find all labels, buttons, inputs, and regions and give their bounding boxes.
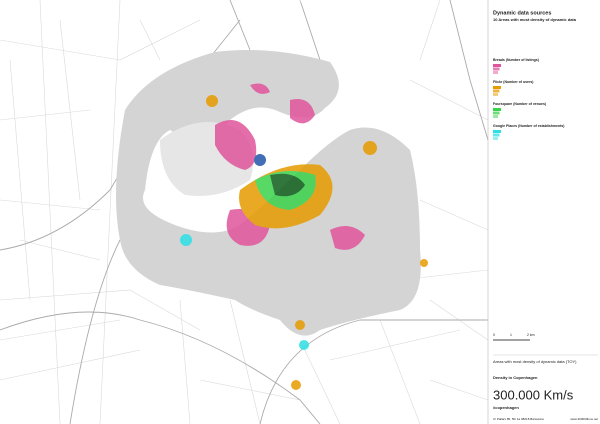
brand: 300.000 Km/s	[493, 387, 574, 402]
title: Dynamic data sources	[493, 10, 551, 16]
legend-swatch	[493, 108, 501, 111]
blob	[295, 320, 305, 330]
blob	[180, 234, 192, 246]
streets	[0, 0, 489, 424]
scale-label: 1	[510, 333, 512, 337]
blob	[250, 83, 270, 94]
legend-title: Foursquare (Number of venues)	[493, 102, 546, 106]
subtitle: 10 Areas with most density of dynamic da…	[493, 17, 577, 22]
legend-swatch	[493, 86, 501, 89]
sidebar: Dynamic data sources 10 Areas with most …	[493, 10, 598, 421]
map	[0, 0, 489, 424]
scale-label: 2 km	[527, 333, 535, 337]
legend-swatch	[493, 137, 498, 140]
legend: Breads (Number of listings) Flickr (Numbe…	[493, 58, 564, 140]
address: C/ Pallars 85, 5th 1a 08018 Barcelona	[493, 417, 544, 421]
legend-title: Google Places (Number of establishments)	[493, 124, 564, 128]
blob	[206, 95, 218, 107]
blob	[254, 154, 266, 166]
tag: #copenhagen	[493, 405, 519, 410]
caption: Areas with most density of dynamic data …	[493, 359, 577, 364]
map-title: Density in Copenhagen	[493, 375, 538, 380]
legend-swatch	[493, 64, 501, 67]
land	[116, 49, 421, 336]
legend-title: Breads (Number of listings)	[493, 58, 539, 62]
legend-swatch	[493, 71, 498, 74]
density-blobs	[180, 83, 428, 390]
blob	[270, 173, 305, 197]
blob	[420, 259, 428, 267]
blob	[363, 141, 377, 155]
blob	[291, 380, 301, 390]
blob	[215, 120, 257, 170]
scale-label: 0	[493, 333, 495, 337]
web: www.300000kms.net	[570, 417, 598, 421]
legend-swatch	[493, 93, 498, 96]
legend-swatch	[493, 115, 498, 118]
harbour	[300, 0, 440, 120]
blob	[299, 340, 309, 350]
legend-swatch	[493, 130, 501, 133]
legend-title: Flickr (Number of users)	[493, 80, 533, 84]
blob	[330, 226, 365, 250]
legend-swatch	[493, 89, 500, 93]
legend-swatch	[493, 133, 500, 137]
legend-swatch	[493, 67, 500, 71]
legend-swatch	[493, 111, 500, 115]
blob	[290, 99, 315, 124]
